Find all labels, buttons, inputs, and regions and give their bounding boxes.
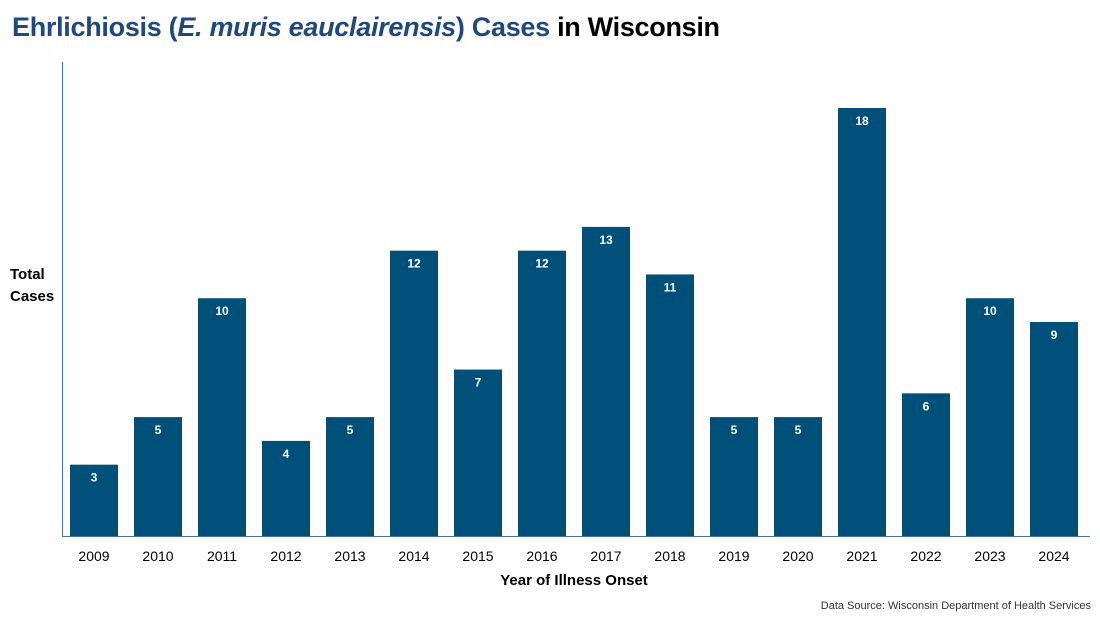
bar-2020 bbox=[774, 417, 822, 536]
bar-2015 bbox=[454, 369, 502, 536]
x-tick-label: 2018 bbox=[654, 548, 685, 564]
bar-2016 bbox=[518, 250, 566, 536]
bar-2022 bbox=[902, 393, 950, 536]
bar-2017 bbox=[582, 226, 630, 536]
y-axis-label-line: Total bbox=[10, 266, 45, 283]
data-label: 4 bbox=[283, 447, 290, 461]
title-prefix: Ehrlichiosis ( bbox=[12, 12, 178, 42]
x-tick-label: 2021 bbox=[846, 548, 877, 564]
data-label: 9 bbox=[1051, 328, 1058, 342]
data-label: 5 bbox=[347, 423, 354, 437]
bar-2011 bbox=[198, 298, 246, 536]
x-tick-label: 2024 bbox=[1038, 548, 1069, 564]
bar-2010 bbox=[134, 417, 182, 536]
data-label: 10 bbox=[215, 304, 229, 318]
data-label: 5 bbox=[155, 423, 162, 437]
data-label: 18 bbox=[855, 114, 869, 128]
bar-2013 bbox=[326, 417, 374, 536]
y-axis-label: Total Cases bbox=[10, 264, 54, 308]
bar-2014 bbox=[390, 250, 438, 536]
x-tick-label: 2013 bbox=[334, 548, 365, 564]
bar-2024 bbox=[1030, 322, 1078, 536]
title-suffix: in Wisconsin bbox=[549, 12, 720, 42]
chart-title: Ehrlichiosis (E. muris eauclairensis) Ca… bbox=[12, 12, 720, 43]
data-label: 13 bbox=[599, 233, 613, 247]
bar-2018 bbox=[646, 274, 694, 536]
bar-2012 bbox=[262, 440, 310, 536]
x-tick-label: 2012 bbox=[270, 548, 301, 564]
x-tick-label: 2023 bbox=[974, 548, 1005, 564]
x-tick-label: 2016 bbox=[526, 548, 557, 564]
data-label: 12 bbox=[535, 257, 549, 271]
x-tick-label: 2020 bbox=[782, 548, 813, 564]
data-label: 12 bbox=[407, 257, 421, 271]
x-tick-label: 2014 bbox=[398, 548, 429, 564]
bar-2021 bbox=[838, 108, 886, 536]
data-label: 10 bbox=[983, 304, 997, 318]
data-label: 7 bbox=[475, 376, 482, 390]
title-species: E. muris eauclairensis bbox=[177, 12, 456, 42]
x-axis-label: Year of Illness Onset bbox=[500, 572, 648, 589]
x-tick-label: 2010 bbox=[142, 548, 173, 564]
y-axis-label-line: Cases bbox=[10, 288, 55, 305]
x-tick-label: 2019 bbox=[718, 548, 749, 564]
x-tick-label: 2011 bbox=[207, 548, 237, 564]
data-source: Data Source: Wisconsin Department of Hea… bbox=[820, 600, 1091, 612]
x-tick-label: 2017 bbox=[590, 548, 621, 564]
data-label: 5 bbox=[795, 423, 802, 437]
title-mid: ) Cases bbox=[455, 12, 550, 42]
x-tick-label: 2022 bbox=[910, 548, 941, 564]
data-label: 3 bbox=[91, 471, 98, 485]
x-tick-label: 2009 bbox=[78, 548, 109, 564]
data-label: 11 bbox=[664, 280, 677, 294]
data-label: 6 bbox=[923, 399, 930, 413]
bar-2023 bbox=[966, 298, 1014, 536]
x-tick-label: 2015 bbox=[462, 548, 493, 564]
data-label: 5 bbox=[731, 423, 738, 437]
bar-2019 bbox=[710, 417, 758, 536]
bar-2009 bbox=[70, 464, 118, 536]
